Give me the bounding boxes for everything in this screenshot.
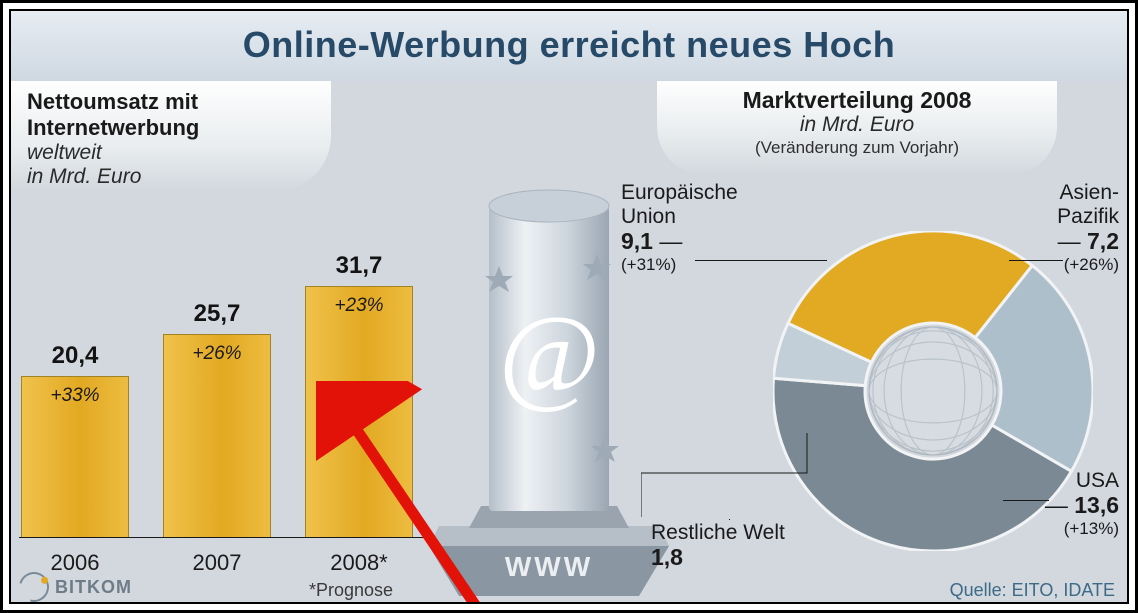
callout-asia: Asien- Pazifik — 7,2 (+26%) bbox=[1057, 181, 1119, 277]
svg-text:@: @ bbox=[498, 293, 599, 415]
bar-pct-2008: +23% bbox=[306, 295, 412, 317]
bitkom-text: BITKOM bbox=[55, 577, 132, 598]
leader-rest bbox=[641, 433, 841, 529]
www-label: WWW bbox=[505, 551, 593, 582]
bar-axis bbox=[19, 537, 433, 538]
donut-panel: Marktverteilung 2008 in Mrd. Euro (Verän… bbox=[607, 81, 1127, 604]
donut-title: Marktverteilung 2008 bbox=[657, 87, 1057, 113]
donut-subtitle: in Mrd. Euro bbox=[657, 113, 1057, 137]
bar-pct-2006: +33% bbox=[22, 385, 128, 407]
bar-value-2006: 20,4 bbox=[52, 342, 99, 370]
leader-asia bbox=[1009, 260, 1063, 261]
bar-value-2008: 31,7 bbox=[336, 252, 383, 280]
source-text: Quelle: EITO, IDATE bbox=[950, 580, 1115, 601]
header-bar: Online-Werbung erreicht neues Hoch bbox=[11, 11, 1127, 82]
bar-value-2007: 25,7 bbox=[194, 300, 241, 328]
bar-cell-2006: 20,4 +33% bbox=[21, 342, 129, 538]
bar-row: 20,4 +33% 25,7 +26% 31,7 bbox=[21, 178, 421, 538]
bar-caption-line2: Internetwerbung bbox=[27, 115, 317, 141]
bar-2007: +26% bbox=[163, 334, 271, 538]
main-title: Online-Werbung erreicht neues Hoch bbox=[11, 11, 1127, 79]
bar-caption-line3: weltweit bbox=[27, 141, 317, 165]
bar-pct-2007: +26% bbox=[164, 343, 270, 365]
xlabel-2008: 2008* bbox=[305, 550, 413, 576]
callout-usa: USA — 13,6 (+13%) bbox=[1045, 469, 1119, 541]
xlabel-2007: 2007 bbox=[163, 550, 271, 576]
callout-eu: Europäische Union 9,1 — (+31%) bbox=[621, 181, 738, 277]
bar-2006: +33% bbox=[21, 376, 129, 538]
inner-frame: Online-Werbung erreicht neues Hoch Netto… bbox=[9, 9, 1129, 604]
donut-note: (Veränderung zum Vorjahr) bbox=[657, 137, 1057, 159]
bitkom-icon bbox=[14, 567, 55, 604]
bar-cell-2007: 25,7 +26% bbox=[163, 300, 271, 538]
bar-chart-panel: Nettoumsatz mit Internetwerbung weltweit… bbox=[11, 81, 441, 604]
leader-usa bbox=[1003, 500, 1049, 501]
outer-frame: Online-Werbung erreicht neues Hoch Netto… bbox=[0, 0, 1138, 613]
bar-caption-line1: Nettoumsatz mit bbox=[27, 89, 317, 115]
body-area: Nettoumsatz mit Internetwerbung weltweit… bbox=[11, 81, 1127, 604]
leader-eu bbox=[695, 260, 827, 261]
prognose-note: *Prognose bbox=[309, 580, 393, 601]
bar-chart-caption-tab: Nettoumsatz mit Internetwerbung weltweit… bbox=[11, 81, 331, 191]
donut-caption-tab: Marktverteilung 2008 in Mrd. Euro (Verän… bbox=[657, 81, 1057, 175]
bar-cell-2008: 31,7 +23% bbox=[305, 252, 413, 538]
bitkom-logo: BITKOM bbox=[19, 572, 132, 602]
bar-2008: +23% bbox=[305, 286, 413, 538]
